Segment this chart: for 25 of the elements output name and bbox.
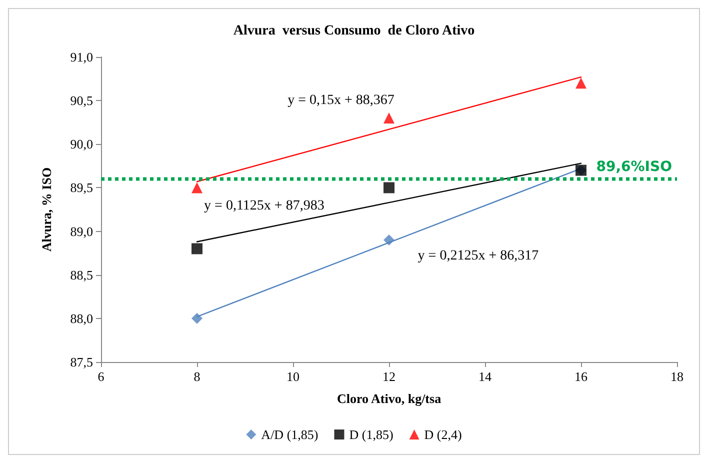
annotation: y = 0,2125x + 86,317: [418, 248, 539, 264]
y-tick-label: 88,0: [70, 310, 93, 326]
x-tick-label: 18: [670, 369, 684, 384]
y-tick-label: 87,5: [70, 354, 93, 370]
legend-label: D (2,4): [424, 427, 462, 442]
x-tick-label: 10: [286, 369, 300, 384]
y-tick-label: 91,0: [70, 50, 93, 64]
chart-title: Alvura versus Consumo de Cloro Ativo: [233, 24, 475, 38]
legend-label: D (1,85): [349, 427, 394, 442]
legend-label: A/D (1,85): [261, 427, 318, 442]
x-tick-label: 14: [478, 369, 492, 384]
x-axis-title: Cloro Ativo, kg/tsa: [336, 391, 442, 406]
y-tick-label: 89,5: [70, 180, 93, 196]
y-tick-label: 89,0: [70, 224, 93, 239]
y-axis-title: Alvura, % ISO: [39, 167, 54, 252]
annotation: y = 0,15x + 88,367: [288, 92, 394, 108]
x-tick-label: 16: [574, 369, 588, 384]
y-tick-label: 90,0: [70, 136, 93, 152]
x-tick-label: 12: [382, 369, 396, 384]
y-tick-label: 88,5: [70, 267, 93, 282]
y-tick-label: 90,5: [70, 93, 93, 108]
annotation: y = 0,1125x + 87,983: [204, 198, 324, 214]
x-tick-label: 8: [194, 369, 200, 384]
ref-line-label: 89,6%ISO: [596, 159, 672, 175]
x-tick-label: 6: [98, 369, 105, 384]
